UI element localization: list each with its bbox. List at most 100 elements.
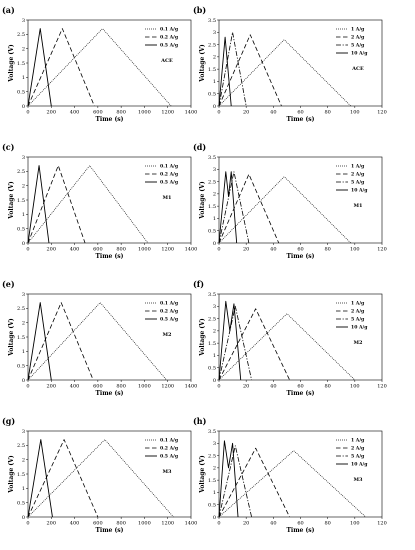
y-tick-label: 2 [213, 55, 216, 61]
y-tick-label: 1 [213, 216, 216, 222]
y-tick-label: 2 [213, 192, 216, 198]
x-tick-label: 600 [93, 384, 103, 390]
x-tick-label: 0 [26, 110, 29, 116]
legend-entry: 0.5 A/g [160, 317, 179, 323]
x-axis-label: Time (s) [286, 116, 314, 123]
x-tick-label: 1000 [138, 110, 151, 116]
x-tick-label: 400 [70, 521, 80, 527]
legend-entry: 10 A/g [351, 462, 368, 468]
x-tick-label: 800 [116, 110, 126, 116]
x-tick-label: 1200 [161, 247, 174, 253]
x-tick-label: 100 [350, 110, 360, 116]
x-tick-label: 60 [297, 521, 303, 527]
y-tick-label: 1.5 [17, 335, 25, 341]
x-tick-label: 120 [377, 110, 387, 116]
x-tick-label: 120 [377, 521, 387, 527]
x-tick-label: 20 [243, 247, 249, 253]
y-tick-label: 2 [213, 329, 216, 335]
y-tick-label: 1.5 [17, 198, 25, 204]
y-tick-label: 3 [213, 304, 216, 310]
x-tick-label: 400 [70, 247, 80, 253]
y-tick-label: 2.5 [208, 316, 216, 322]
y-tick-label: 1.5 [208, 478, 216, 484]
y-tick-label: 0.5 [208, 229, 216, 235]
x-tick-label: 40 [270, 521, 276, 527]
y-tick-label: 1 [213, 490, 216, 496]
sample-annotation: M3 [353, 477, 363, 483]
legend-entry: 0.1 A/g [160, 301, 179, 307]
legend-entry: 0.1 A/g [160, 27, 179, 33]
y-tick-label: 1 [22, 349, 25, 355]
series-line [218, 450, 366, 518]
series-line [218, 36, 232, 107]
series-line [218, 308, 290, 381]
series-line [218, 300, 242, 381]
x-tick-label: 20 [243, 521, 249, 527]
y-axis-label: Voltage (V) [8, 318, 15, 357]
y-tick-label: 0.5 [208, 92, 216, 98]
x-axis-label: Time (s) [286, 390, 314, 397]
y-axis-label: Voltage (V) [8, 455, 15, 494]
series-line [27, 165, 86, 244]
x-tick-label: 120 [377, 384, 387, 390]
x-tick-label: 200 [47, 247, 57, 253]
x-tick-label: 800 [116, 384, 126, 390]
y-tick-label: 2.5 [208, 453, 216, 459]
series-line [27, 439, 174, 518]
panel-label: (d) [193, 142, 206, 152]
legend-entry: 0.1 A/g [160, 438, 179, 444]
x-tick-label: 1200 [161, 521, 174, 527]
x-tick-label: 1000 [138, 384, 151, 390]
series-line [218, 171, 250, 244]
y-tick-label: 1 [22, 486, 25, 492]
y-tick-label: 0 [22, 241, 25, 247]
x-axis-label: Time (s) [286, 253, 314, 260]
x-tick-label: 200 [47, 110, 57, 116]
series-line [218, 39, 352, 107]
x-tick-label: 100 [350, 384, 360, 390]
sample-annotation: ACE [351, 66, 364, 72]
series-line [218, 440, 239, 518]
series-line [27, 165, 50, 244]
y-tick-label: 1.5 [208, 204, 216, 210]
y-tick-label: 1 [22, 212, 25, 218]
series-line [27, 302, 94, 381]
legend-entry: 5 A/g [351, 43, 365, 49]
y-tick-label: 0.5 [17, 363, 25, 369]
x-tick-label: 40 [270, 110, 276, 116]
x-tick-label: 400 [70, 384, 80, 390]
y-tick-label: 3 [213, 30, 216, 36]
series-line [27, 302, 52, 381]
y-tick-label: 3 [22, 292, 25, 298]
x-axis-label: Time (s) [95, 390, 123, 397]
y-tick-label: 0.5 [208, 366, 216, 372]
x-tick-label: 120 [377, 247, 387, 253]
series-line [218, 305, 252, 381]
panel-label: (b) [193, 5, 206, 15]
chart-panel: (b) 0 20 40 60 80 100 120 0 0.5 1 1.5 2 2.5 3 3.5 Time (… [193, 5, 387, 123]
y-tick-label: 1.5 [17, 61, 25, 67]
x-tick-label: 80 [324, 110, 330, 116]
legend-entry: 10 A/g [351, 325, 368, 331]
legend-entry: 0.2 A/g [160, 446, 179, 452]
chart-panel: (e) 0 200 400 600 800 1000 1200 1400 0 0.5 1 1.5 2 2.5… [2, 279, 197, 397]
x-tick-label: 1200 [161, 384, 174, 390]
y-tick-label: 3 [22, 155, 25, 161]
sample-annotation: M2 [162, 332, 172, 338]
y-tick-label: 3 [213, 441, 216, 447]
legend-entry: 0.5 A/g [160, 180, 179, 186]
sample-annotation: M1 [162, 195, 171, 201]
x-tick-label: 600 [93, 521, 103, 527]
y-tick-label: 1.5 [208, 341, 216, 347]
y-tick-label: 2.5 [17, 32, 25, 38]
x-tick-label: 0 [26, 521, 29, 527]
series-line [218, 176, 352, 244]
y-tick-label: 0 [213, 241, 216, 247]
legend-entry: 1 A/g [351, 438, 365, 444]
y-tick-label: 0 [22, 515, 25, 521]
y-tick-label: 0 [213, 104, 216, 110]
series-line [27, 28, 52, 107]
y-tick-label: 2.5 [17, 306, 25, 312]
series-line [27, 165, 149, 244]
x-tick-label: 60 [297, 110, 303, 116]
